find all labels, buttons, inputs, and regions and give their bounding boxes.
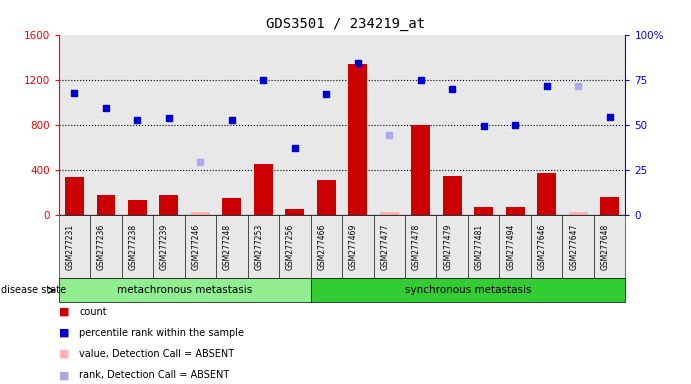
Text: GSM277239: GSM277239: [160, 223, 169, 270]
Text: value, Detection Call = ABSENT: value, Detection Call = ABSENT: [79, 349, 234, 359]
Bar: [411, 125, 430, 215]
Bar: [348, 64, 367, 215]
Bar: [594, 35, 625, 215]
Text: GSM277481: GSM277481: [475, 223, 484, 270]
Text: GSM277236: GSM277236: [97, 223, 106, 270]
Text: GDS3501 / 234219_at: GDS3501 / 234219_at: [266, 17, 425, 31]
Text: GSM277648: GSM277648: [600, 223, 609, 270]
Text: GSM277256: GSM277256: [286, 223, 295, 270]
Bar: [122, 35, 153, 215]
Bar: [184, 35, 216, 215]
Text: ■: ■: [59, 349, 69, 359]
Text: GSM277231: GSM277231: [66, 223, 75, 270]
Bar: [569, 212, 587, 215]
Bar: [537, 173, 556, 215]
Bar: [254, 164, 273, 215]
Text: GSM277238: GSM277238: [129, 223, 138, 270]
Bar: [600, 197, 619, 215]
Text: ■: ■: [59, 307, 69, 317]
Text: GSM277246: GSM277246: [191, 223, 200, 270]
Bar: [374, 35, 405, 215]
Bar: [317, 180, 336, 215]
Bar: [468, 35, 500, 215]
Bar: [500, 35, 531, 215]
Bar: [443, 176, 462, 215]
Bar: [279, 35, 310, 215]
Bar: [474, 207, 493, 215]
Text: disease state: disease state: [1, 285, 66, 295]
Text: GSM277248: GSM277248: [223, 223, 232, 270]
Text: percentile rank within the sample: percentile rank within the sample: [79, 328, 245, 338]
Bar: [531, 35, 562, 215]
Bar: [128, 200, 147, 215]
Text: GSM277479: GSM277479: [443, 223, 452, 270]
Text: GSM277469: GSM277469: [349, 223, 358, 270]
Bar: [405, 35, 437, 215]
Text: metachronous metastasis: metachronous metastasis: [117, 285, 252, 295]
Bar: [342, 35, 374, 215]
Bar: [216, 35, 247, 215]
Text: GSM277478: GSM277478: [412, 223, 421, 270]
Bar: [91, 35, 122, 215]
Bar: [97, 195, 115, 215]
Text: GSM277646: GSM277646: [538, 223, 547, 270]
Bar: [380, 212, 399, 215]
Bar: [562, 35, 594, 215]
Bar: [59, 35, 91, 215]
Bar: [437, 35, 468, 215]
Bar: [285, 209, 304, 215]
Text: ■: ■: [59, 328, 69, 338]
Bar: [310, 35, 342, 215]
Bar: [65, 177, 84, 215]
Text: GSM277477: GSM277477: [380, 223, 389, 270]
Text: ■: ■: [59, 370, 69, 380]
Text: GSM277494: GSM277494: [507, 223, 515, 270]
Text: synchronous metastasis: synchronous metastasis: [405, 285, 531, 295]
Bar: [191, 212, 210, 215]
Bar: [160, 195, 178, 215]
Bar: [247, 35, 279, 215]
Bar: [223, 197, 241, 215]
Text: count: count: [79, 307, 107, 317]
Text: GSM277466: GSM277466: [317, 223, 326, 270]
Bar: [506, 207, 524, 215]
Text: GSM277647: GSM277647: [569, 223, 578, 270]
Text: GSM277253: GSM277253: [254, 223, 263, 270]
Bar: [153, 35, 184, 215]
Text: rank, Detection Call = ABSENT: rank, Detection Call = ABSENT: [79, 370, 229, 380]
